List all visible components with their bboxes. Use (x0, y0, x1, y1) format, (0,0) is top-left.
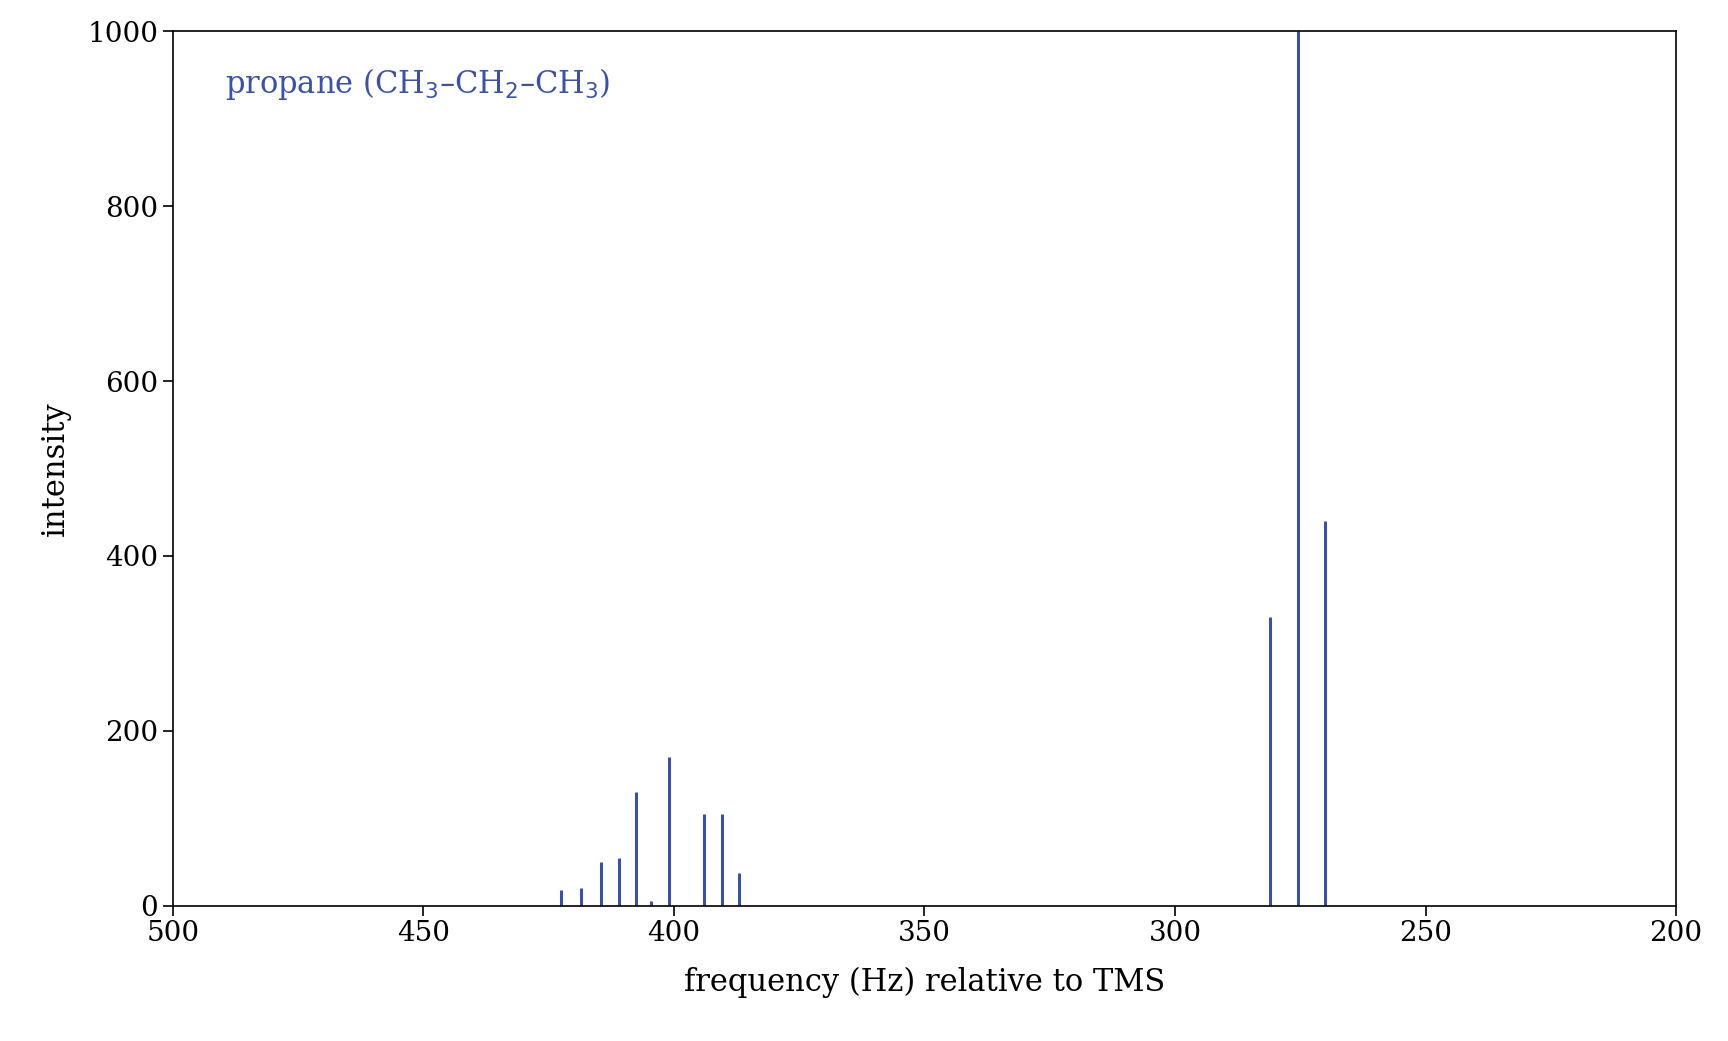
Y-axis label: intensity: intensity (40, 401, 71, 536)
Text: propane (CH$_3$–CH$_2$–CH$_3$): propane (CH$_3$–CH$_2$–CH$_3$) (225, 67, 612, 102)
X-axis label: frequency (Hz) relative to TMS: frequency (Hz) relative to TMS (684, 967, 1165, 998)
